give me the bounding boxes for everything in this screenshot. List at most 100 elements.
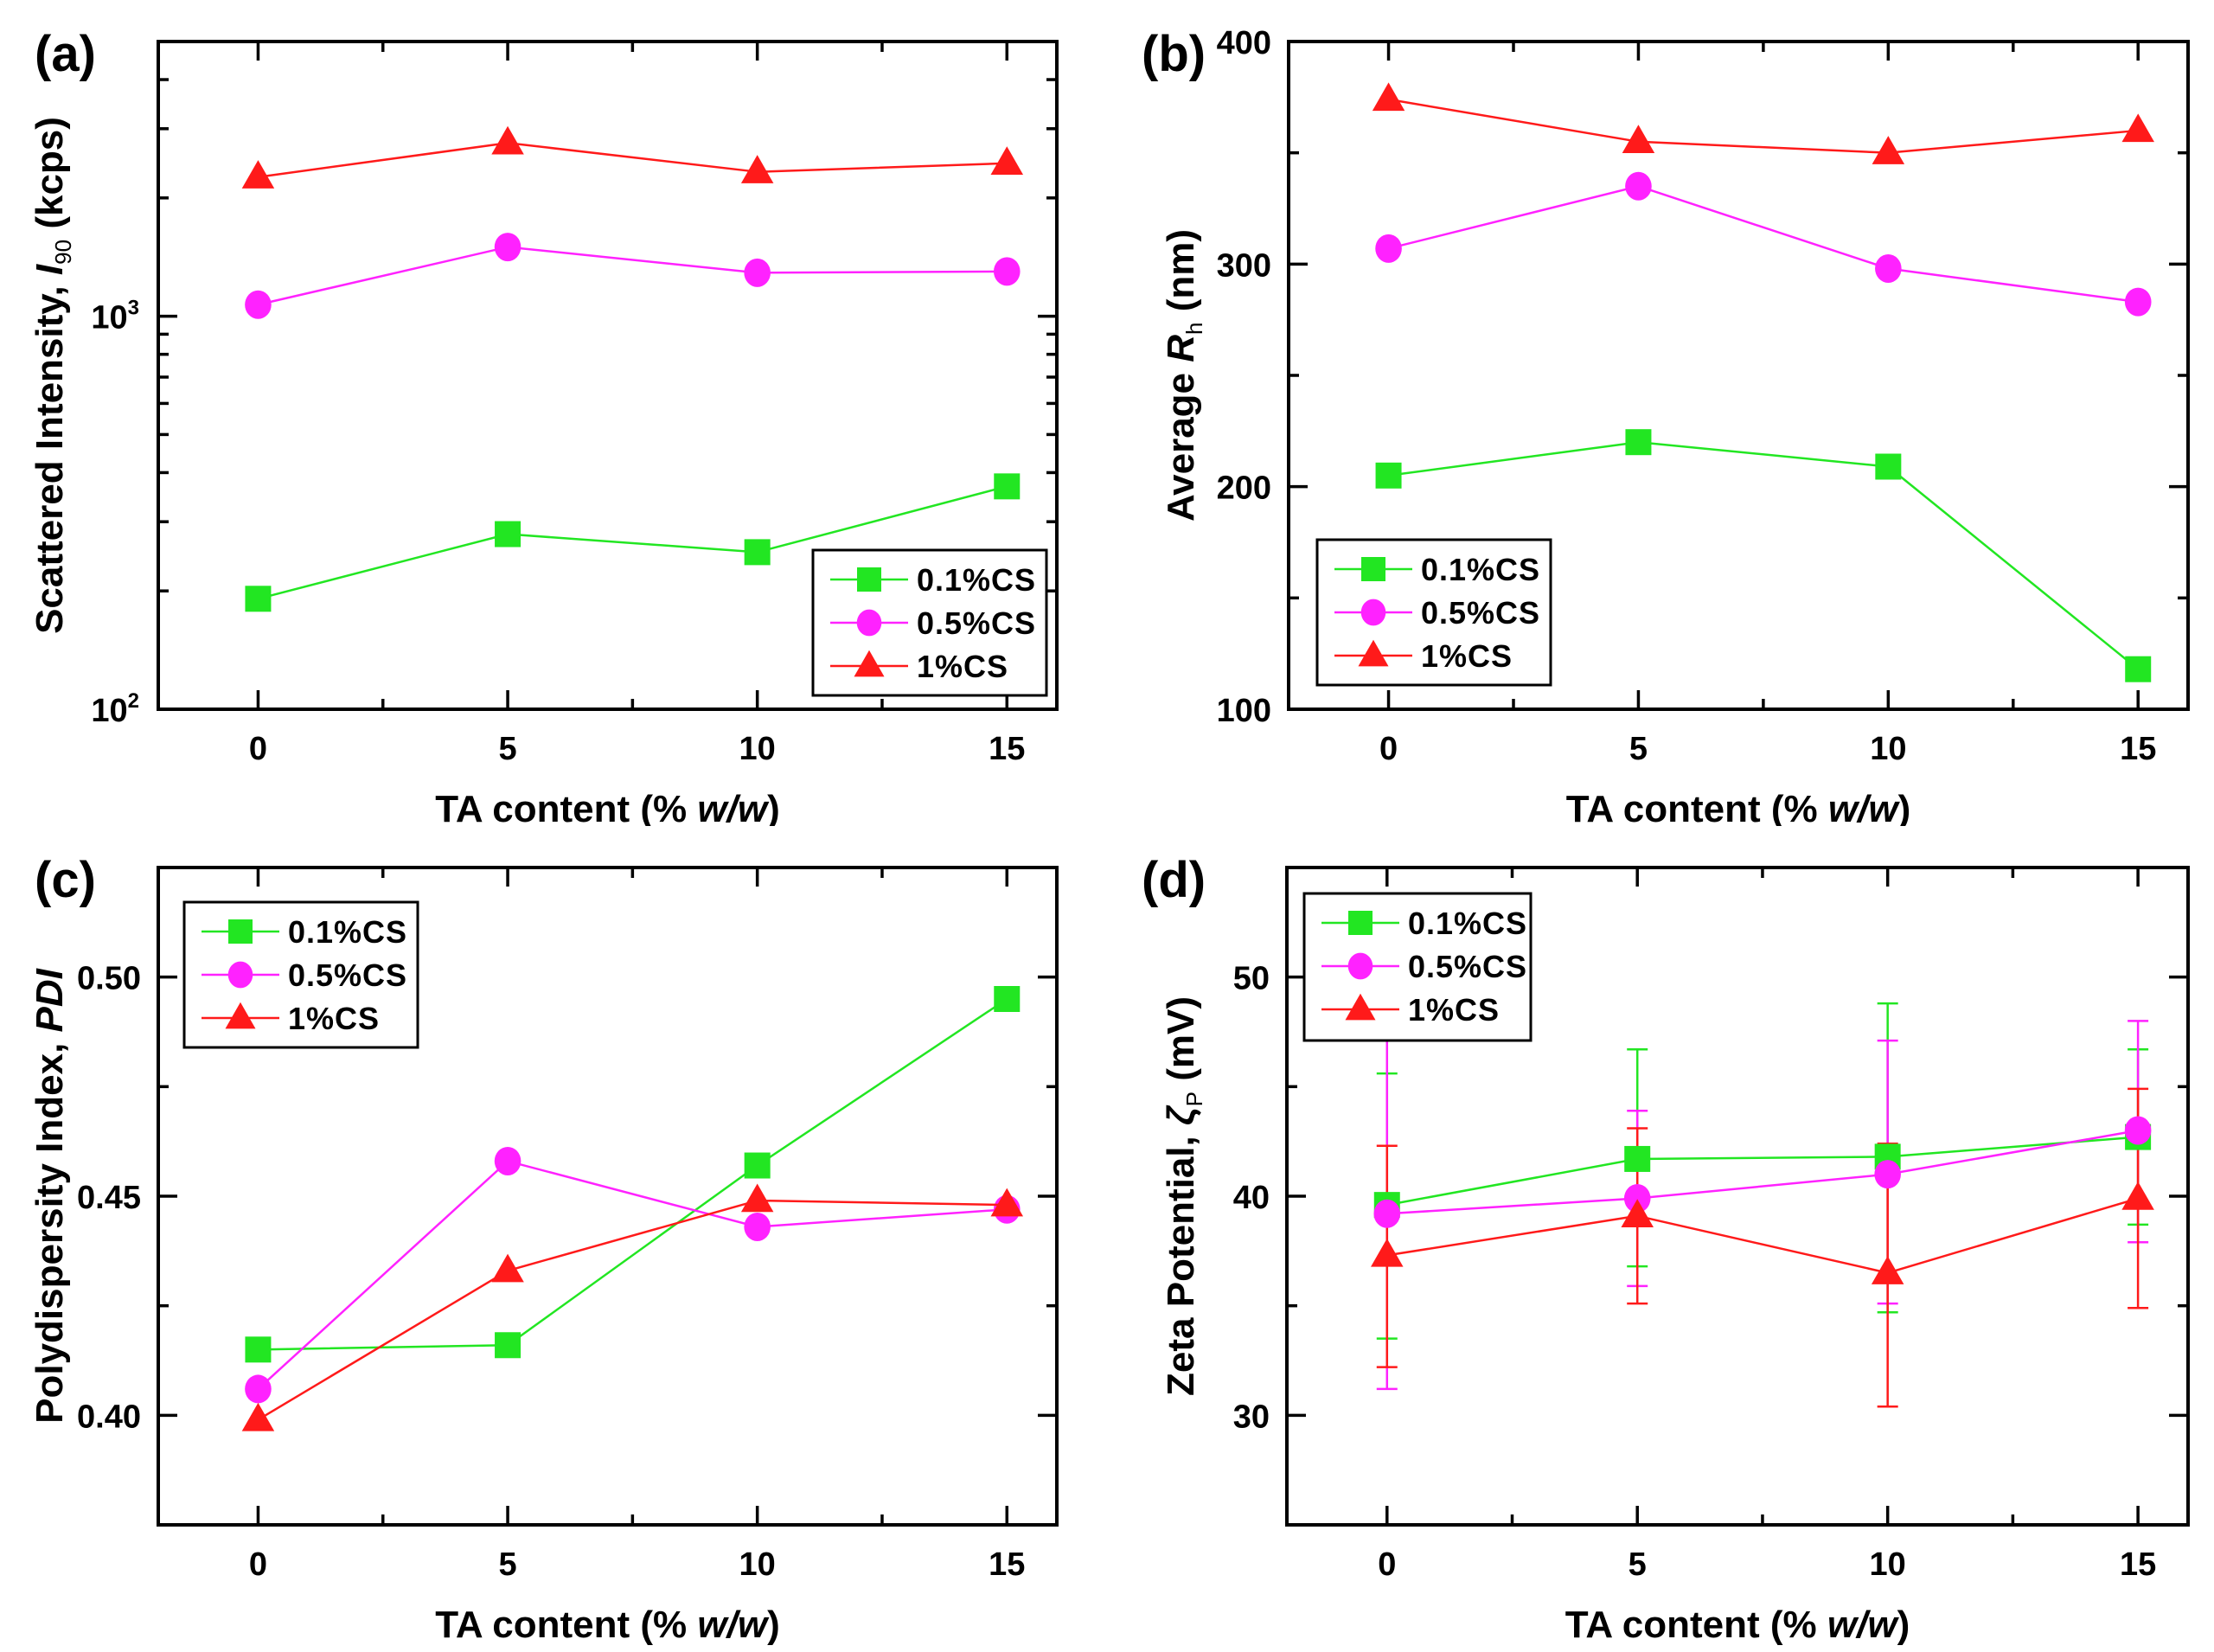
data-point (2124, 287, 2152, 317)
legend-label: 1%CS (1408, 992, 1500, 1028)
data-point (495, 521, 522, 547)
data-point (2124, 1116, 2152, 1145)
data-point (241, 1402, 275, 1431)
series-line-0.1%CS (258, 997, 1008, 1351)
legend-marker (856, 609, 882, 637)
data-point (1623, 1184, 1651, 1213)
y-tick-label: 300 (1217, 247, 1271, 284)
data-point (1621, 1199, 1654, 1228)
data-point (491, 1253, 524, 1283)
y-tick-label: 0.45 (77, 1180, 141, 1216)
panel-b-average-rh: (b) 0 5 10 15 100 200 300 400 TA content (% w/w) A… (1107, 0, 2214, 826)
x-tick-label: 15 (2120, 1546, 2156, 1583)
y-tick-label: 102 (91, 689, 139, 729)
data-point (241, 160, 275, 189)
panel-a-scattered-intensity: (a) 0 5 10 15 102 103 TA content (% w/w) Scatter… (0, 0, 1107, 826)
y-tick-label: 40 (1233, 1180, 1270, 1216)
series-line-0.5%CS (1388, 184, 2139, 304)
plot-frame (157, 40, 1059, 711)
legend-marker (1358, 639, 1389, 667)
y-tick-label: 100 (1217, 693, 1271, 729)
data-point (1624, 1145, 1651, 1172)
data-point (494, 233, 522, 262)
legend-marker (1347, 952, 1373, 980)
series-line-1%CS (1386, 1197, 2139, 1274)
legend-label: 1%CS (1421, 638, 1513, 674)
series-line-1%CS (1388, 98, 2139, 154)
legend-marker (228, 919, 253, 944)
data-point (1372, 82, 1405, 112)
x-tick-label: 10 (1870, 731, 1906, 767)
panel-label: (d) (1142, 852, 1206, 908)
data-point (245, 290, 272, 319)
legend-marker (1348, 911, 1373, 935)
data-point (1622, 125, 1655, 154)
y-tick-label: 103 (91, 297, 139, 336)
x-axis-title: TA content (% w/w) (1566, 788, 1910, 826)
legend-marker (1360, 599, 1386, 626)
data-point (2121, 113, 2154, 143)
x-tick-label: 10 (1870, 1546, 1906, 1583)
panel-d-zeta-potential: (d) 0 5 10 15 30 40 50 TA content (% w/w) Zeta Po… (1107, 826, 2214, 1652)
data-point (2125, 656, 2152, 682)
x-tick-label: 5 (1629, 731, 1648, 767)
y-tick-label: 0.50 (77, 961, 141, 997)
data-point (2121, 1181, 2154, 1210)
data-point (245, 1374, 272, 1404)
data-point (1375, 234, 1402, 263)
series-line-1%CS (258, 142, 1008, 178)
chart-svg: (a) 0 5 10 15 102 103 TA content (% w/w) Scatter… (29, 26, 1059, 826)
y-axis-title: Zeta Potential, ζP (mV) (1160, 996, 1207, 1396)
x-axis-title: TA content (% w/w) (435, 1604, 779, 1646)
panel-c-polydispersity: (c) 0 5 10 15 0.40 0.45 0.50 TA content (% w/w) P… (0, 826, 1107, 1652)
data-point (740, 1183, 774, 1213)
x-tick-label: 15 (989, 731, 1025, 767)
x-tick-label: 5 (498, 1546, 516, 1583)
legend-label: 0.5%CS (1408, 949, 1527, 984)
x-axis-title: TA content (% w/w) (1565, 1604, 1910, 1646)
panel-label: (c) (35, 852, 96, 908)
data-point (495, 1332, 522, 1359)
legend-label: 1%CS (917, 649, 1008, 684)
y-tick-label: 30 (1233, 1399, 1270, 1435)
series-line-0.1%CS (1388, 440, 2140, 670)
data-point (990, 146, 1024, 176)
data-point (744, 1212, 771, 1241)
x-tick-label: 10 (739, 1546, 776, 1583)
legend-marker (227, 961, 253, 989)
data-point (744, 258, 771, 287)
legend-label: 0.5%CS (288, 957, 407, 993)
panel-label: (b) (1142, 26, 1206, 82)
y-tick-label: 400 (1217, 25, 1271, 61)
series-line-0.5%CS (1386, 1129, 2139, 1215)
data-point (1874, 1160, 1901, 1189)
data-point (1625, 171, 1652, 201)
data-point (245, 586, 272, 612)
y-tick-label: 200 (1217, 471, 1271, 507)
x-tick-label: 15 (989, 1546, 1025, 1583)
data-point (1871, 1256, 1904, 1284)
legend-marker (857, 567, 881, 592)
legend-label: 0.1%CS (1421, 552, 1540, 587)
series-line-0.1%CS (258, 485, 1008, 600)
y-axis-title: Scattered Intensity, I90 (kcps) (29, 117, 76, 634)
data-point (1875, 453, 1902, 480)
x-axis-title: TA content (% w/w) (435, 788, 779, 826)
x-tick-label: 0 (249, 1546, 267, 1583)
data-point (744, 539, 771, 566)
x-tick-label: 5 (498, 731, 516, 767)
chart-svg: (c) 0 5 10 15 0.40 0.45 0.50 TA content (% w/w) P… (29, 852, 1059, 1646)
legend-label: 0.1%CS (917, 562, 1036, 598)
data-point (1373, 1199, 1401, 1228)
data-point (990, 1188, 1024, 1217)
y-axis-title: Average Rh (nm) (1160, 229, 1207, 522)
series-line-1%CS (257, 1199, 1008, 1421)
x-tick-label: 10 (739, 731, 776, 767)
series-line-0.5%CS (257, 1160, 1008, 1390)
data-point (245, 1336, 272, 1363)
x-tick-label: 5 (1629, 1546, 1647, 1583)
legend-label: 0.1%CS (288, 914, 407, 950)
panel-label: (a) (35, 26, 96, 82)
data-point (993, 257, 1021, 286)
x-tick-label: 15 (2120, 731, 2156, 767)
